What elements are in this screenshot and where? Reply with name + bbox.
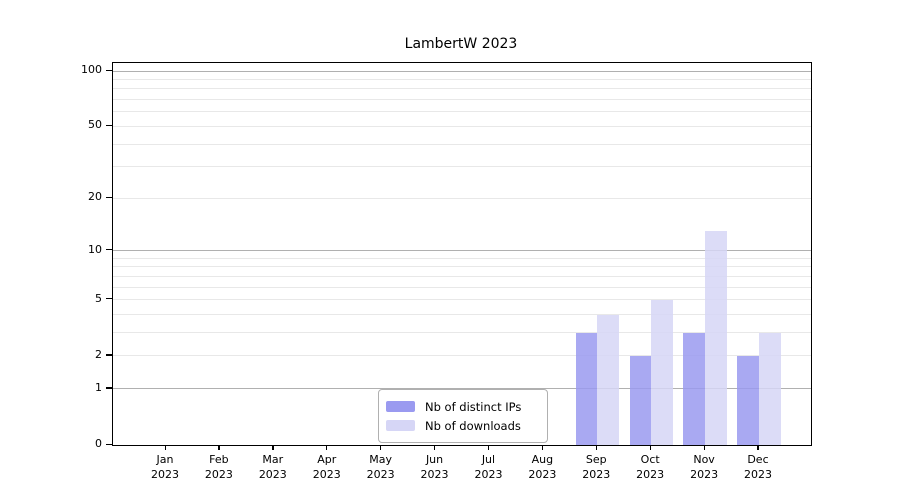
major-gridline [113,388,811,390]
plot-area: Nb of distinct IPs Nb of downloads [112,62,812,446]
bar-downloads-oct [651,299,673,445]
minor-gridline [113,78,811,80]
minor-gridline [113,314,811,316]
y-tick-mark [106,196,112,198]
x-tick-mark [434,445,436,450]
x-tick-label: Jun 2023 [420,453,449,481]
x-tick-mark [380,445,382,450]
x-tick-label: May 2023 [366,453,395,481]
x-tick-label: Mar 2023 [258,453,287,481]
minor-gridline [113,257,811,259]
y-tick-mark [106,124,112,127]
x-tick-mark [703,445,705,450]
legend-row-downloads: Nb of downloads [386,416,538,435]
bar-downloads-dec [758,332,781,445]
major-gridline [113,70,811,72]
minor-gridline [113,111,811,113]
y-tick-mark [106,443,112,445]
minor-gridline [113,299,811,301]
x-tick-mark [272,445,274,450]
x-tick-label: Jul 2023 [474,453,503,481]
bar-distinct-ips-oct [629,355,652,445]
legend-label-distinct-ips: Nb of distinct IPs [425,399,522,414]
x-tick-mark [326,445,328,450]
minor-gridline [113,286,811,288]
minor-gridline [113,275,811,277]
minor-gridline [113,197,811,199]
y-tick-label: 20 [88,190,102,204]
x-tick-label: Aug 2023 [528,453,557,481]
x-tick-label: Feb 2023 [204,453,233,481]
minor-gridline [113,166,811,168]
legend-swatch-downloads-icon [386,420,415,431]
y-tick-mark [106,354,112,356]
bar-distinct-ips-dec [737,355,759,445]
y-tick-label: 100 [81,63,102,76]
x-tick-label: Jan 2023 [151,453,179,481]
x-tick-mark [487,445,490,450]
y-tick-mark [106,249,112,251]
legend-label-downloads: Nb of downloads [425,418,521,433]
major-gridline [113,250,811,252]
x-tick-mark [649,445,651,450]
y-tick-mark [106,387,112,389]
x-tick-label: Sep 2023 [582,453,611,481]
minor-gridline [113,266,811,268]
legend-swatch-distinct-ips-icon [386,401,415,412]
y-tick-label: 50 [88,118,102,132]
x-tick-mark [218,445,220,450]
x-tick-mark [595,445,597,450]
legend: Nb of distinct IPs Nb of downloads [378,389,548,443]
bar-distinct-ips-nov [683,332,706,445]
legend-row-distinct-ips: Nb of distinct IPs [386,397,538,416]
x-tick-label: Apr 2023 [312,453,341,481]
minor-gridline [113,88,811,90]
y-tick-label: 1 [95,380,102,394]
x-tick-mark [164,445,166,450]
minor-gridline [113,332,811,334]
y-tick-label: 10 [88,242,102,256]
x-tick-label: Nov 2023 [690,453,719,481]
y-tick-mark [106,298,112,300]
x-tick-label: Oct 2023 [636,453,665,481]
minor-gridline [113,125,811,127]
y-tick-mark [106,69,112,71]
bar-downloads-sep [597,314,619,445]
y-tick-label: 5 [95,291,102,305]
y-tick-label: 2 [95,347,102,361]
x-tick-label: Dec 2023 [743,453,772,481]
minor-gridline [113,99,811,101]
x-tick-mark [757,445,759,450]
y-tick-label: 0 [95,437,102,450]
minor-gridline [113,143,811,145]
bar-distinct-ips-sep [575,332,598,445]
chart-title: LambertW 2023 [404,36,518,52]
x-tick-mark [541,445,544,450]
minor-gridline [113,355,811,357]
bar-downloads-nov [705,231,727,445]
